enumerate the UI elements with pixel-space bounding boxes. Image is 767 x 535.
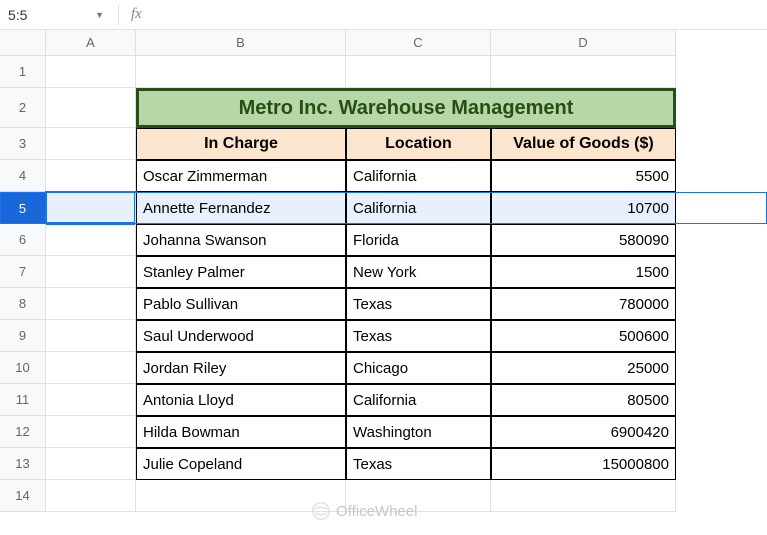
table-cell[interactable]: Texas xyxy=(346,320,491,352)
spreadsheet-grid[interactable]: ABCD 12 Metro Inc. Warehouse Management 3 I… xyxy=(0,30,767,512)
title-cell[interactable]: Metro Inc. Warehouse Management xyxy=(136,88,676,128)
table-cell[interactable]: Hilda Bowman xyxy=(136,416,346,448)
table-cell[interactable]: Johanna Swanson xyxy=(136,224,346,256)
divider xyxy=(118,5,119,25)
column-headers-row: ABCD xyxy=(0,30,767,56)
table-cell[interactable]: 500600 xyxy=(491,320,676,352)
table-cell[interactable]: 780000 xyxy=(491,288,676,320)
select-all-corner[interactable] xyxy=(0,30,46,56)
row-header-8[interactable]: 8 xyxy=(0,288,46,320)
cell[interactable] xyxy=(46,384,136,416)
cell[interactable] xyxy=(46,288,136,320)
cell[interactable] xyxy=(46,480,136,512)
row-8: 8 Pablo SullivanTexas780000 xyxy=(0,288,767,320)
name-box-chevron-icon[interactable]: ▼ xyxy=(95,10,104,20)
row-3: 3 In ChargeLocationValue of Goods ($) xyxy=(0,128,767,160)
table-cell[interactable]: Jordan Riley xyxy=(136,352,346,384)
table-cell[interactable]: California xyxy=(346,192,491,224)
table-cell[interactable]: New York xyxy=(346,256,491,288)
name-box-value: 5:5 xyxy=(8,7,27,23)
cell[interactable] xyxy=(46,128,136,160)
col-header-a[interactable]: A xyxy=(46,30,136,56)
row-header-11[interactable]: 11 xyxy=(0,384,46,416)
cell[interactable] xyxy=(346,480,491,512)
row-header-14[interactable]: 14 xyxy=(0,480,46,512)
row-6: 6 Johanna SwansonFlorida580090 xyxy=(0,224,767,256)
cell[interactable] xyxy=(46,224,136,256)
table-header-cell[interactable]: Value of Goods ($) xyxy=(491,128,676,160)
table-cell[interactable]: Pablo Sullivan xyxy=(136,288,346,320)
table-cell[interactable]: 5500 xyxy=(491,160,676,192)
formula-input[interactable] xyxy=(148,7,767,23)
cell[interactable] xyxy=(46,56,136,88)
cell[interactable] xyxy=(46,256,136,288)
table-cell[interactable]: Chicago xyxy=(346,352,491,384)
row-header-7[interactable]: 7 xyxy=(0,256,46,288)
table-cell[interactable]: 25000 xyxy=(491,352,676,384)
table-cell[interactable]: California xyxy=(346,160,491,192)
row-header-1[interactable]: 1 xyxy=(0,56,46,88)
row-1: 1 xyxy=(0,56,767,88)
row-header-6[interactable]: 6 xyxy=(0,224,46,256)
table-cell[interactable]: Washington xyxy=(346,416,491,448)
row-header-12[interactable]: 12 xyxy=(0,416,46,448)
table-cell[interactable]: 580090 xyxy=(491,224,676,256)
row-11: 11 Antonia LloydCalifornia80500 xyxy=(0,384,767,416)
table-cell[interactable]: Texas xyxy=(346,288,491,320)
cell[interactable] xyxy=(46,320,136,352)
table-cell[interactable]: 10700 xyxy=(491,192,676,224)
table-cell[interactable]: California xyxy=(346,384,491,416)
cell[interactable] xyxy=(346,56,491,88)
row-header-2[interactable]: 2 xyxy=(0,88,46,128)
cell[interactable] xyxy=(136,56,346,88)
cell[interactable] xyxy=(46,448,136,480)
row-10: 10 Jordan RileyChicago25000 xyxy=(0,352,767,384)
table-cell[interactable]: Oscar Zimmerman xyxy=(136,160,346,192)
table-cell[interactable]: 80500 xyxy=(491,384,676,416)
table-cell[interactable]: Saul Underwood xyxy=(136,320,346,352)
table-cell[interactable]: Annette Fernandez xyxy=(136,192,346,224)
row-7: 7 Stanley PalmerNew York1500 xyxy=(0,256,767,288)
table-cell[interactable]: Florida xyxy=(346,224,491,256)
table-header-cell[interactable]: Location xyxy=(346,128,491,160)
cell[interactable] xyxy=(46,416,136,448)
table-cell[interactable]: 6900420 xyxy=(491,416,676,448)
fx-icon: fx xyxy=(125,6,148,23)
row-header-10[interactable]: 10 xyxy=(0,352,46,384)
cell[interactable] xyxy=(491,56,676,88)
formula-bar: 5:5 ▼ fx xyxy=(0,0,767,30)
row-4: 4 Oscar ZimmermanCalifornia5500 xyxy=(0,160,767,192)
table-cell[interactable]: Antonia Lloyd xyxy=(136,384,346,416)
cell[interactable] xyxy=(46,352,136,384)
row-14: 14 xyxy=(0,480,767,512)
name-box[interactable]: 5:5 ▼ xyxy=(0,7,112,23)
row-2: 2 Metro Inc. Warehouse Management xyxy=(0,88,767,128)
cell[interactable] xyxy=(46,160,136,192)
table-cell[interactable]: Julie Copeland xyxy=(136,448,346,480)
row-header-4[interactable]: 4 xyxy=(0,160,46,192)
row-13: 13 Julie CopelandTexas15000800 xyxy=(0,448,767,480)
table-cell[interactable]: 15000800 xyxy=(491,448,676,480)
col-header-d[interactable]: D xyxy=(491,30,676,56)
cell[interactable] xyxy=(491,480,676,512)
row-header-5[interactable]: 5 xyxy=(0,192,46,224)
cell[interactable] xyxy=(46,88,136,128)
col-header-b[interactable]: B xyxy=(136,30,346,56)
row-5: 5 Annette FernandezCalifornia10700 xyxy=(0,192,767,224)
row-header-3[interactable]: 3 xyxy=(0,128,46,160)
table-cell[interactable]: Stanley Palmer xyxy=(136,256,346,288)
row-12: 12 Hilda BowmanWashington6900420 xyxy=(0,416,767,448)
row-9: 9 Saul UnderwoodTexas500600 xyxy=(0,320,767,352)
row-header-13[interactable]: 13 xyxy=(0,448,46,480)
cell[interactable] xyxy=(136,480,346,512)
table-header-cell[interactable]: In Charge xyxy=(136,128,346,160)
row-header-9[interactable]: 9 xyxy=(0,320,46,352)
cell[interactable] xyxy=(46,192,136,224)
table-cell[interactable]: Texas xyxy=(346,448,491,480)
table-cell[interactable]: 1500 xyxy=(491,256,676,288)
col-header-c[interactable]: C xyxy=(346,30,491,56)
